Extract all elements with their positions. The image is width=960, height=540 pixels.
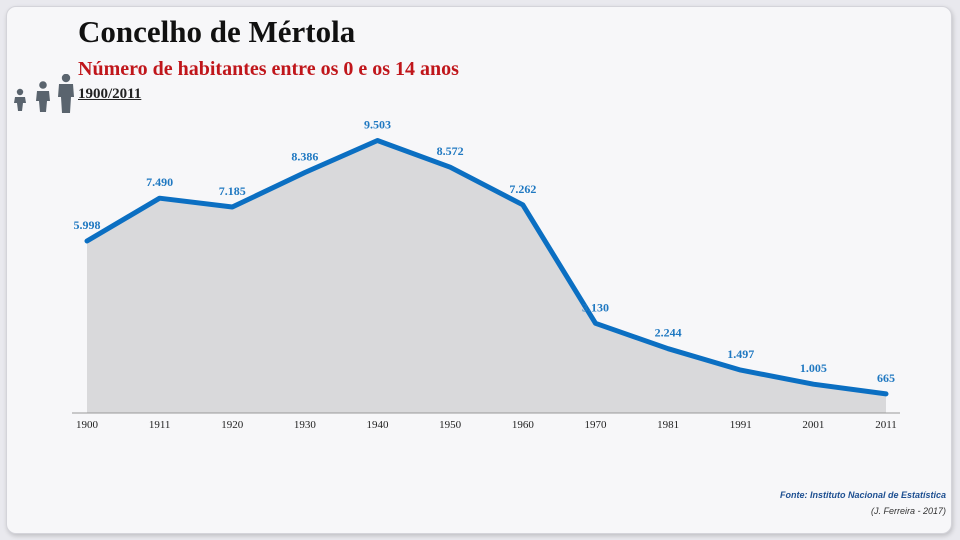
data-label: 7.490 (146, 175, 173, 189)
data-label: 8.572 (437, 144, 464, 158)
data-label: 5.998 (74, 218, 101, 232)
period-label: 1900/2011 (78, 86, 142, 102)
chart-subtitle: Número de habitantes entre os 0 e os 14 … (78, 58, 459, 80)
area-fill (87, 140, 886, 413)
data-label: 9.503 (364, 118, 391, 132)
source-text: Fonte: Instituto Nacional de Estatística (779, 490, 946, 500)
x-tick-label: 1970 (584, 419, 607, 431)
x-tick-label: 1950 (439, 419, 462, 431)
x-tick-label: 2001 (802, 419, 824, 431)
x-tick-label: 1900 (76, 419, 99, 431)
x-tick-label: 1960 (512, 419, 535, 431)
data-label: 1.005 (800, 361, 827, 375)
x-tick-label: 1911 (149, 419, 171, 431)
data-label: 8.386 (291, 150, 318, 164)
x-tick-label: 1940 (367, 419, 390, 431)
x-tick-label: 2011 (875, 419, 897, 431)
x-tick-label: 1991 (730, 419, 752, 431)
x-tick-label: 1930 (294, 419, 317, 431)
data-label: 7.185 (219, 184, 246, 198)
data-label: 3.130 (582, 300, 609, 314)
page-title: Concelho de Mértola (78, 14, 356, 49)
series-line (84, 138, 889, 397)
x-tick-label: 1920 (221, 419, 244, 431)
author-text: (J. Ferreira - 2017) (870, 506, 946, 516)
data-label: 7.262 (509, 182, 536, 196)
people-icon (14, 74, 74, 113)
source-note: Fonte: Instituto Nacional de Estatística… (780, 487, 946, 519)
x-tick-label: 1981 (657, 419, 679, 431)
data-label: 665 (877, 371, 895, 385)
data-label: 2.244 (655, 326, 682, 340)
data-label: 1.497 (727, 347, 754, 361)
